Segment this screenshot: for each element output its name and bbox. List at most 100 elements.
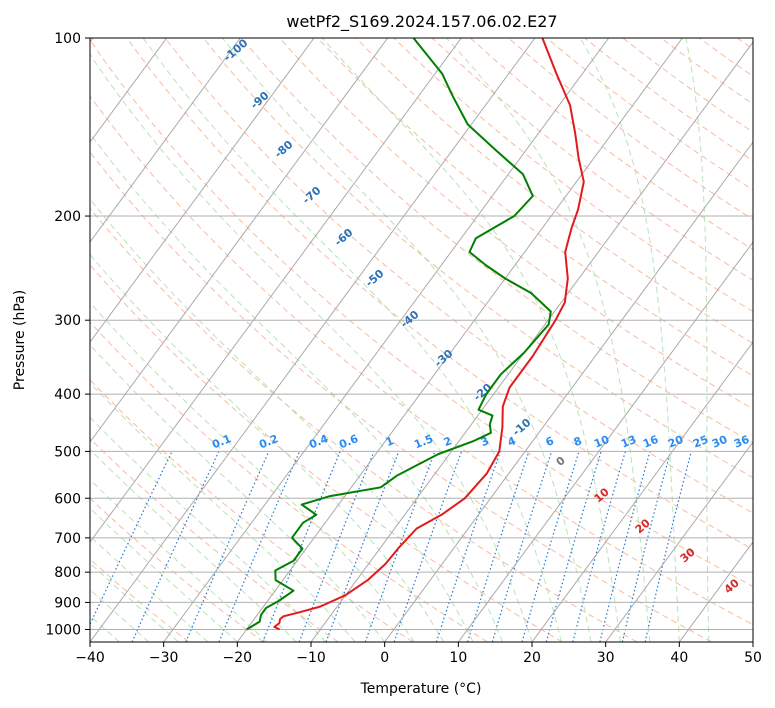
moist-adiabat-line: [579, 38, 680, 642]
isotherm-line: [236, 38, 683, 642]
mixing-ratio-line: [298, 451, 375, 642]
isotherm-line: [531, 341, 753, 642]
dry-adiabat-line: [90, 497, 264, 642]
dry-adiabat-label: -100: [221, 36, 251, 64]
mixing-ratio-line: [644, 451, 692, 642]
mixing-ratio-line: [599, 451, 651, 642]
dry-adiabat-label: 40: [722, 576, 742, 596]
moist-adiabat-line: [90, 253, 445, 642]
x-axis-ticks: −40 −30 −20 −10 0 10 20 30 40 50: [75, 642, 762, 666]
moist-adiabat-line: [90, 132, 503, 642]
isotherm-line: [384, 141, 753, 642]
mixing-ratio-line: [521, 451, 580, 642]
x-tick-label: 30: [597, 650, 615, 666]
dry-adiabat-line: [90, 437, 339, 642]
dry-adiabat-line: [317, 38, 753, 377]
mixing-ratio-line: [466, 451, 530, 642]
dry-adiabat-label: 10: [592, 485, 612, 505]
moist-adiabat-line: [90, 301, 415, 642]
y-tick-label: 800: [54, 565, 81, 581]
isotherm-line: [90, 38, 241, 243]
mixing-ratio-label: 10: [592, 433, 611, 451]
dry-adiabat-line: [90, 38, 753, 588]
moist-adiabat-line: [90, 416, 327, 642]
dewpoint-profile-line: [246, 38, 552, 631]
dry-adiabat-line: [698, 38, 753, 77]
mixing-ratio-line: [185, 451, 270, 642]
mixing-ratio-label: 6: [544, 434, 556, 449]
x-tick-label: 50: [744, 650, 762, 666]
mixing-ratio-line: [364, 451, 436, 642]
isotherm-line: [605, 441, 753, 642]
x-tick-label: 10: [449, 650, 467, 666]
x-tick-label: −10: [296, 650, 326, 666]
y-tick-label: 600: [54, 491, 81, 507]
y-tick-label: 100: [54, 31, 81, 47]
mixing-ratio-label: 8: [572, 434, 584, 449]
moist-adiabat-line: [321, 38, 621, 642]
dry-adiabat-label: 30: [678, 545, 698, 565]
x-tick-label: −20: [223, 650, 253, 666]
mixing-ratio-label: 16: [641, 433, 660, 451]
mixing-ratio-label: 36: [732, 433, 751, 451]
moist-adiabat-line: [90, 448, 297, 642]
moist-adiabat-line: [90, 198, 474, 642]
gridlines: [90, 38, 753, 630]
y-tick-label: 400: [54, 387, 81, 403]
mixing-ratio-lines: [90, 451, 692, 642]
plot-area: -100-90-80-70-60-50-40-30-20-10010203040…: [90, 36, 753, 642]
mixing-ratio-label: 30: [710, 433, 729, 451]
x-tick-label: 40: [670, 650, 688, 666]
y-tick-label: 300: [54, 313, 81, 329]
x-tick-label: 20: [523, 650, 541, 666]
x-tick-label: 0: [380, 650, 389, 666]
dry-adiabat-line: [90, 95, 753, 626]
y-tick-label: 700: [54, 531, 81, 547]
dry-adiabat-label: -70: [300, 184, 324, 207]
isotherm-line: [457, 241, 753, 642]
dry-adiabat-label: -10: [510, 416, 534, 439]
y-axis-label: Pressure (hPa): [12, 290, 28, 390]
dry-adiabat-line: [737, 38, 753, 50]
dry-adiabat-label: 0: [554, 454, 569, 469]
dry-adiabat-label: 20: [633, 516, 653, 536]
profile-lines: [246, 38, 585, 631]
moist-adiabat-line: [222, 38, 592, 642]
moist-adiabat-line: [685, 38, 710, 642]
y-tick-label: 900: [54, 595, 81, 611]
dry-adiabat-line: [90, 321, 488, 642]
mixing-ratio-line: [90, 451, 173, 626]
temperature-profile-line: [273, 38, 585, 631]
moist-adiabat-line: [90, 507, 238, 642]
mixing-ratio-line: [393, 451, 463, 642]
mixing-ratio-line: [572, 451, 626, 642]
x-axis-label: Temperature (°C): [360, 681, 482, 697]
moist-adiabat-line: [90, 382, 356, 642]
isoline-labels: -100-90-80-70-60-50-40-30-20-10010203040…: [210, 36, 751, 596]
mixing-ratio-line: [621, 451, 672, 642]
mixing-ratio-label: 3: [479, 434, 491, 449]
isotherm-line: [90, 38, 168, 143]
mixing-ratio-label: 13: [619, 433, 638, 451]
mixing-ratio-label: 0.2: [257, 432, 280, 451]
mixing-ratio-label: 0.4: [307, 432, 330, 451]
mixing-ratio-label: 1.5: [412, 432, 435, 451]
isotherms: [90, 38, 753, 642]
x-tick-label: −40: [75, 650, 105, 666]
moist-adiabat-line: [90, 53, 533, 642]
mixing-ratio-label: 0.1: [210, 432, 233, 451]
isotherm-line: [90, 38, 315, 343]
moist-adiabat-line: [142, 38, 562, 642]
isotherm-line: [90, 38, 536, 642]
mixing-ratio-label: 20: [666, 433, 685, 451]
dry-adiabat-line: [355, 38, 753, 345]
isotherm-line: [90, 38, 462, 543]
moist-adiabat-line: [90, 535, 209, 642]
mixing-ratio-label: 0.6: [337, 432, 360, 451]
mixing-ratio-line: [435, 451, 501, 642]
dry-adiabat-label: -40: [398, 308, 422, 331]
dry-adiabat-line: [431, 38, 753, 281]
dry-adiabat-line: [90, 207, 638, 642]
dry-adiabat-line: [90, 264, 563, 642]
